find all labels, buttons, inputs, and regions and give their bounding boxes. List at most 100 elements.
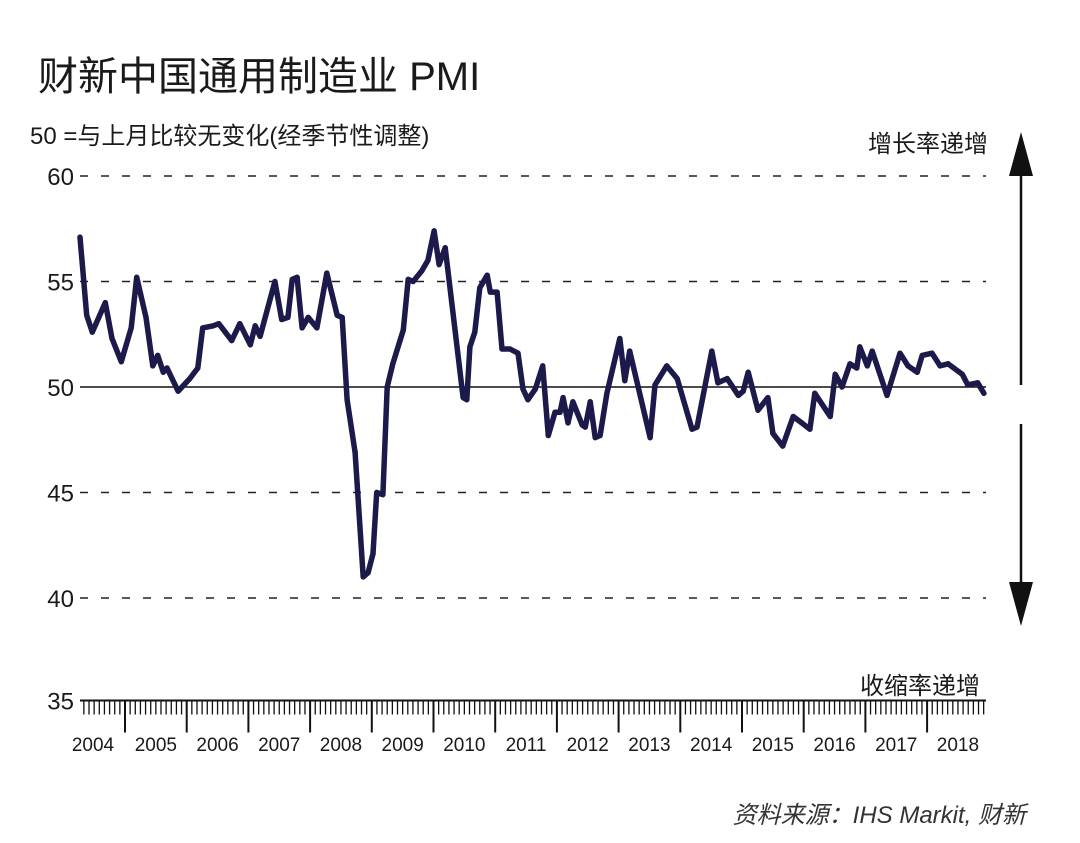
data-point bbox=[745, 369, 751, 375]
x-tick-label: 2014 bbox=[690, 735, 733, 756]
data-point bbox=[812, 390, 818, 396]
data-point bbox=[155, 352, 161, 358]
data-point bbox=[380, 492, 386, 498]
data-point bbox=[715, 380, 721, 386]
y-tick-label: 40 bbox=[47, 586, 74, 613]
data-point bbox=[884, 392, 890, 399]
data-point bbox=[279, 316, 285, 323]
x-tick-label: 2017 bbox=[875, 735, 917, 756]
data-point bbox=[724, 375, 730, 382]
annotation-down: 收缩率递增 bbox=[860, 673, 980, 700]
data-point bbox=[694, 424, 700, 430]
y-tick-label: 60 bbox=[47, 164, 74, 191]
pmi-line bbox=[77, 228, 987, 580]
data-point bbox=[216, 321, 222, 327]
x-tick-label: 2015 bbox=[752, 735, 794, 756]
data-point bbox=[467, 344, 473, 350]
x-tick-label: 2011 bbox=[506, 735, 547, 756]
data-point bbox=[854, 365, 860, 371]
data-point bbox=[464, 397, 470, 403]
data-point bbox=[507, 346, 513, 352]
y-axis-ticks: 60 55 50 45 40 35 bbox=[47, 164, 74, 716]
data-point bbox=[247, 342, 253, 348]
data-point bbox=[257, 333, 263, 339]
data-point bbox=[384, 384, 390, 390]
series-layer bbox=[77, 228, 987, 580]
data-point bbox=[740, 388, 746, 394]
x-tick-label: 2016 bbox=[813, 735, 855, 756]
data-point bbox=[160, 369, 166, 375]
data-point bbox=[324, 270, 330, 276]
data-point bbox=[592, 435, 598, 441]
data-point bbox=[118, 359, 124, 365]
data-point bbox=[419, 268, 425, 274]
data-point bbox=[477, 285, 483, 291]
data-point bbox=[847, 361, 853, 367]
data-point bbox=[857, 344, 863, 350]
data-point bbox=[735, 392, 741, 399]
data-point bbox=[344, 397, 350, 403]
data-point bbox=[472, 329, 478, 335]
data-point bbox=[919, 352, 925, 358]
data-point bbox=[425, 257, 431, 263]
data-point bbox=[334, 312, 340, 318]
data-point bbox=[929, 350, 935, 356]
data-point bbox=[755, 407, 761, 413]
direction-arrow bbox=[1009, 132, 1033, 626]
data-point bbox=[664, 363, 670, 369]
data-point bbox=[164, 365, 170, 371]
data-point bbox=[565, 420, 571, 426]
data-point bbox=[709, 348, 715, 354]
data-point bbox=[832, 371, 838, 377]
data-point bbox=[405, 276, 411, 282]
data-point bbox=[109, 335, 115, 342]
data-point bbox=[252, 323, 258, 329]
x-tick-label: 2006 bbox=[196, 735, 238, 756]
data-point bbox=[237, 321, 243, 327]
data-point bbox=[560, 394, 566, 401]
x-tick-label: 2004 bbox=[72, 735, 115, 756]
x-tick-label: 2009 bbox=[382, 735, 424, 756]
data-point bbox=[799, 420, 805, 426]
data-point bbox=[89, 329, 95, 335]
data-point bbox=[617, 335, 623, 342]
x-tick-label: 2018 bbox=[937, 735, 979, 756]
data-point bbox=[959, 371, 965, 377]
data-point bbox=[597, 432, 603, 439]
data-point bbox=[807, 426, 813, 432]
data-point bbox=[770, 430, 776, 437]
y-tick-label: 55 bbox=[47, 270, 74, 297]
data-point bbox=[436, 262, 442, 268]
data-point bbox=[390, 361, 396, 367]
data-point bbox=[128, 325, 134, 331]
data-point bbox=[134, 274, 140, 280]
data-point bbox=[200, 325, 206, 331]
data-point bbox=[689, 426, 695, 432]
x-tick-label: 2005 bbox=[135, 735, 177, 756]
data-point bbox=[975, 380, 981, 386]
data-point bbox=[570, 399, 576, 405]
data-point bbox=[360, 574, 366, 580]
data-point bbox=[305, 314, 311, 320]
data-point bbox=[765, 394, 771, 401]
data-point bbox=[150, 363, 156, 369]
data-point bbox=[545, 432, 551, 439]
data-point bbox=[627, 348, 633, 354]
data-point bbox=[647, 435, 653, 441]
data-point bbox=[827, 413, 833, 420]
data-point bbox=[187, 375, 193, 382]
data-point bbox=[285, 314, 291, 320]
data-point bbox=[587, 399, 593, 405]
data-point bbox=[365, 570, 371, 576]
data-point bbox=[374, 489, 380, 496]
data-point bbox=[604, 390, 610, 396]
data-point bbox=[515, 350, 521, 356]
data-point bbox=[484, 272, 490, 278]
data-point bbox=[532, 386, 538, 392]
data-point bbox=[965, 382, 971, 388]
y-tick-label: 45 bbox=[47, 481, 74, 508]
data-point bbox=[552, 409, 558, 415]
data-point bbox=[175, 388, 181, 394]
data-point bbox=[210, 323, 216, 329]
data-point bbox=[272, 278, 278, 285]
